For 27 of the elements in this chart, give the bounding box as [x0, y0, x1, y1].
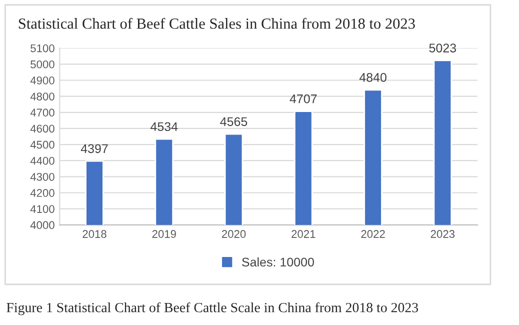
y-tick-label: 4000 [30, 221, 54, 230]
x-tick-label: 2021 [292, 230, 316, 238]
x-tick-label: 2023 [430, 230, 455, 238]
x-tick-label: 2020 [222, 230, 246, 238]
data-label: 4397 [80, 144, 108, 154]
y-tick-label: 4400 [30, 156, 54, 165]
data-label: 4707 [290, 94, 317, 104]
y-tick-label: 4900 [30, 76, 54, 84]
y-tick-label: 5100 [30, 44, 54, 52]
chart-title: Statistical Chart of Beef Cattle Sales in China from 2018 to 2023 [18, 18, 415, 29]
data-label: 4534 [150, 122, 178, 132]
data-label: 4565 [220, 117, 248, 126]
y-tick-label: 4200 [30, 189, 54, 197]
data-label: 4840 [359, 73, 386, 82]
y-tick-label: 4800 [30, 92, 54, 100]
y-tick-label: 4300 [30, 172, 54, 181]
data-label: 5023 [429, 44, 456, 52]
x-tick-label: 2022 [361, 230, 385, 238]
x-tick-label: 2018 [82, 230, 106, 238]
y-tick-label: 4700 [30, 108, 54, 117]
y-tick-label: 4500 [30, 140, 54, 149]
x-tick-label: 2019 [152, 230, 176, 238]
caption: Figure 1 Statistical Chart of Beef Cattle Scale in China from 2018 to 2023 [6, 302, 418, 316]
legend-label: Sales: 10000 [242, 257, 314, 267]
y-tick-label: 4100 [30, 205, 54, 213]
y-tick-label: 4600 [30, 124, 54, 133]
y-tick-label: 5000 [30, 60, 54, 68]
